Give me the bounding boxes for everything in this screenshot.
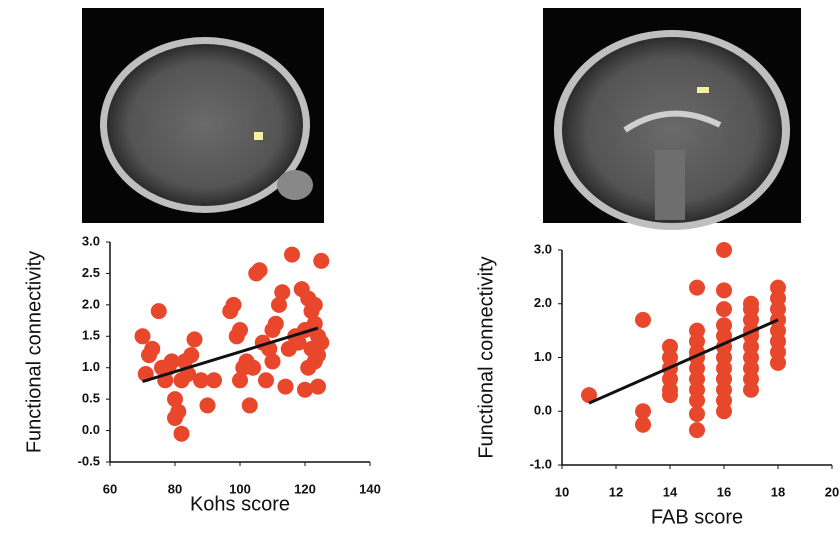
- y-tick-label: 1.5: [82, 328, 100, 343]
- data-point: [313, 253, 329, 269]
- brain-image-right: [543, 8, 801, 230]
- y-tick-label: -1.0: [530, 456, 552, 471]
- data-point: [743, 382, 759, 398]
- y-tick-label: 2.0: [82, 296, 100, 311]
- figure: -0.50.00.51.01.52.02.53.06080100120140Ko…: [0, 0, 840, 537]
- data-point: [284, 247, 300, 263]
- data-point: [252, 262, 268, 278]
- x-tick-label: 10: [555, 484, 569, 499]
- data-point: [183, 347, 199, 363]
- data-point: [689, 280, 705, 296]
- data-point: [716, 403, 732, 419]
- x-tick-label: 80: [168, 481, 182, 496]
- x-tick-label: 140: [359, 481, 381, 496]
- x-tick-label: 18: [771, 484, 785, 499]
- data-point: [242, 397, 258, 413]
- data-point: [310, 347, 326, 363]
- y-axis-label: Functional connectivity: [475, 256, 497, 458]
- data-point: [310, 379, 326, 395]
- x-tick-label: 20: [825, 484, 839, 499]
- data-point: [689, 422, 705, 438]
- data-point: [716, 242, 732, 258]
- x-axis-label: FAB score: [651, 506, 743, 528]
- data-point: [770, 355, 786, 371]
- data-point: [170, 404, 186, 420]
- x-tick-label: 12: [609, 484, 623, 499]
- y-tick-label: 2.0: [534, 295, 552, 310]
- data-point: [662, 387, 678, 403]
- data-point: [232, 322, 248, 338]
- y-tick-label: 0.0: [82, 422, 100, 437]
- brain-image-left: [82, 8, 324, 223]
- y-tick-label: 0.0: [534, 403, 552, 418]
- data-point: [278, 379, 294, 395]
- y-tick-label: 1.0: [534, 349, 552, 364]
- x-tick-label: 14: [663, 484, 678, 499]
- y-tick-label: 0.5: [82, 391, 100, 406]
- x-tick-label: 60: [103, 481, 117, 496]
- y-tick-label: 2.5: [82, 265, 100, 280]
- data-point: [307, 297, 323, 313]
- y-tick-label: 3.0: [82, 233, 100, 248]
- data-point: [200, 397, 216, 413]
- x-tick-label: 16: [717, 484, 731, 499]
- data-point: [258, 372, 274, 388]
- data-point: [635, 312, 651, 328]
- x-axis-label: Kohs score: [190, 493, 290, 515]
- data-point: [226, 297, 242, 313]
- data-point: [144, 341, 160, 357]
- data-point: [151, 303, 167, 319]
- data-point: [268, 316, 284, 332]
- data-point: [174, 426, 190, 442]
- x-tick-label: 120: [294, 481, 316, 496]
- y-tick-label: 3.0: [534, 241, 552, 256]
- data-point: [135, 328, 151, 344]
- data-point: [716, 282, 732, 298]
- data-point: [716, 301, 732, 317]
- data-point: [274, 284, 290, 300]
- y-tick-label: -0.5: [78, 453, 100, 468]
- data-point: [245, 360, 261, 376]
- data-point: [265, 353, 281, 369]
- data-point: [635, 417, 651, 433]
- data-point: [206, 372, 222, 388]
- data-point: [187, 331, 203, 347]
- y-axis-label: Functional connectivity: [23, 251, 45, 453]
- data-point: [300, 360, 316, 376]
- y-tick-label: 1.0: [82, 359, 100, 374]
- data-point: [689, 406, 705, 422]
